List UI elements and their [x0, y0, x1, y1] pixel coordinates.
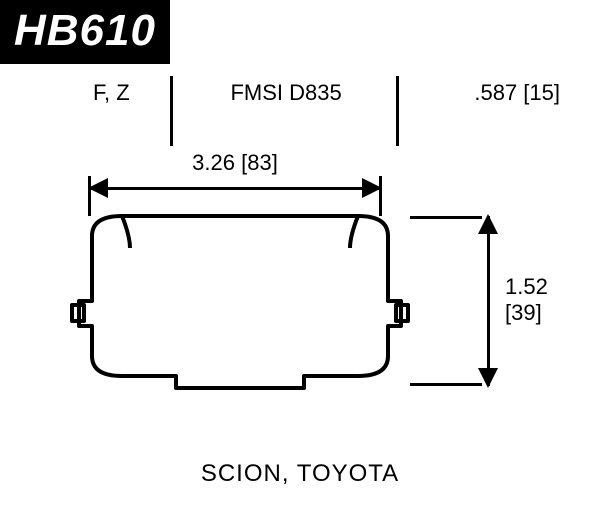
- height-extension-bottom: [410, 383, 482, 386]
- part-number: HB610: [14, 6, 156, 55]
- spec-row: F, Z FMSI D835 .587 [15]: [0, 76, 600, 146]
- spec-fmsi-cell: FMSI D835: [173, 76, 400, 146]
- brake-pad-outline: [70, 206, 410, 406]
- applications: SCION, TOYOTA: [0, 460, 600, 488]
- width-dimension: 3.26 [83]: [90, 150, 380, 198]
- spec-fmsi: FMSI D835: [230, 80, 341, 106]
- height-mm: [39]: [505, 300, 548, 326]
- drawing-area: 3.26 [83] 1.52 [39]: [0, 146, 600, 456]
- spec-thickness: .587 [15]: [474, 80, 560, 106]
- width-in: 3.26: [192, 150, 235, 175]
- height-extension-top: [410, 216, 482, 219]
- spec-compounds: F, Z: [93, 80, 130, 106]
- height-label: 1.52 [39]: [505, 274, 548, 327]
- width-mm: [83]: [241, 150, 278, 175]
- spec-compounds-cell: F, Z: [50, 76, 173, 146]
- width-arrow: [90, 178, 380, 198]
- height-arrow: [478, 216, 498, 386]
- width-label: 3.26 [83]: [90, 150, 380, 176]
- spec-thickness-cell: .587 [15]: [399, 76, 570, 146]
- part-number-header: HB610: [0, 0, 170, 64]
- height-in: 1.52: [505, 274, 548, 300]
